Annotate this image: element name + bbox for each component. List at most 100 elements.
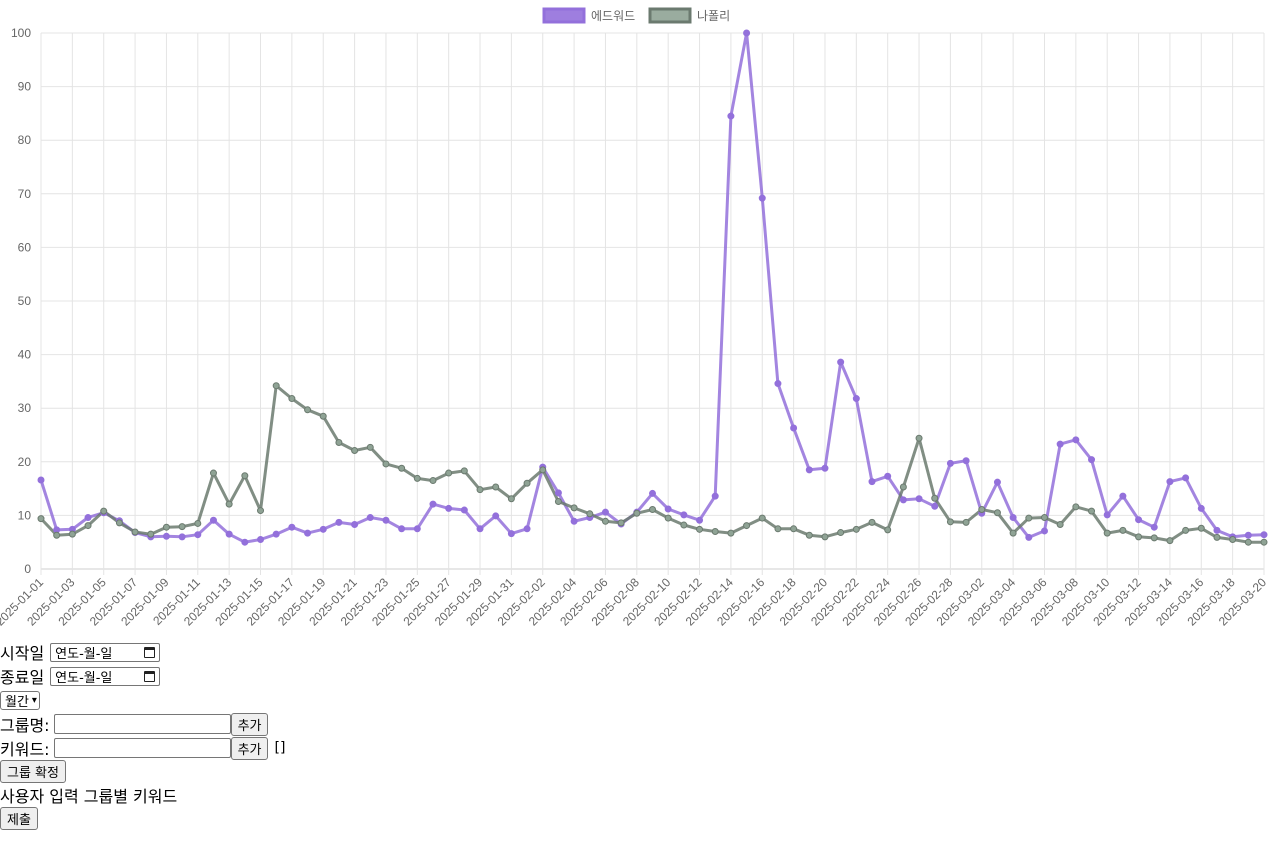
- data-point: [445, 504, 453, 512]
- keyword-label: 키워드:: [0, 740, 50, 759]
- data-point: [304, 406, 312, 414]
- data-point: [194, 519, 202, 527]
- data-point: [915, 495, 923, 503]
- data-point: [1260, 538, 1268, 546]
- data-point: [1025, 533, 1033, 541]
- data-point: [774, 380, 782, 388]
- data-point: [507, 495, 515, 503]
- data-point: [727, 529, 735, 537]
- data-point: [460, 506, 468, 514]
- series-line: [39, 384, 1264, 544]
- period-selected-value: 월간: [5, 694, 29, 710]
- end-date-label: 종료일: [0, 668, 45, 687]
- data-point: [1056, 440, 1064, 448]
- data-point: [1040, 514, 1048, 522]
- end-date-placeholder: 연도-월-일: [55, 670, 113, 686]
- data-point: [209, 469, 217, 477]
- data-point: [523, 479, 531, 487]
- data-point: [272, 530, 280, 538]
- keyword-add-button[interactable]: 추가: [230, 736, 269, 760]
- data-point: [1119, 492, 1127, 500]
- keyword-input[interactable]: [53, 738, 231, 758]
- data-point: [272, 382, 280, 390]
- data-point: [398, 464, 406, 472]
- data-point: [507, 530, 515, 538]
- data-point: [993, 509, 1001, 517]
- y-tick-label: 60: [18, 240, 32, 254]
- data-point: [884, 526, 892, 534]
- grid: [40, 32, 1265, 575]
- data-point: [257, 536, 265, 544]
- data-point: [743, 29, 751, 37]
- data-point: [162, 532, 170, 540]
- data-point: [1009, 529, 1017, 537]
- group-add-button[interactable]: 추가: [230, 712, 269, 736]
- start-date-placeholder: 연도-월-일: [55, 646, 113, 662]
- section-heading: 사용자 입력 그룹별 키워드: [0, 787, 178, 806]
- data-point: [1197, 504, 1205, 512]
- end-date-input[interactable]: 연도-월-일: [50, 666, 161, 686]
- data-point: [162, 523, 170, 531]
- group-name-input[interactable]: [53, 714, 231, 734]
- data-point: [1150, 534, 1158, 542]
- data-point: [351, 447, 359, 455]
- data-point: [84, 514, 92, 522]
- data-point: [680, 511, 688, 519]
- data-point: [1166, 478, 1174, 486]
- data-point: [837, 358, 845, 366]
- data-point: [946, 518, 954, 526]
- data-point: [257, 507, 265, 515]
- y-tick-label: 80: [18, 133, 32, 147]
- y-tick-label: 70: [18, 187, 32, 201]
- data-point: [429, 500, 437, 508]
- legend-label: 나폴리: [697, 9, 730, 23]
- keyword-row: 키워드: 추가 []: [0, 736, 1272, 760]
- data-point: [868, 478, 876, 486]
- data-point: [413, 474, 421, 482]
- data-point: [115, 519, 123, 527]
- start-date-input[interactable]: 연도-월-일: [50, 642, 161, 662]
- data-point: [946, 459, 954, 467]
- data-point: [539, 466, 547, 474]
- confirm-group-button[interactable]: 그룹 확정: [0, 760, 66, 783]
- data-point: [633, 509, 641, 517]
- line-chart: 0 10 20 30 40 50 60 70 80 90 100 2025-01-01 2025-01-…: [0, 7, 1269, 629]
- data-point: [445, 469, 453, 477]
- query-form: 시작일 연도-월-일 종료일 연도-월-일 월간 ▾ 그룹명: 추가 키워드: …: [0, 640, 1272, 830]
- data-point: [1244, 538, 1252, 546]
- data-point: [570, 517, 578, 525]
- data-point: [319, 412, 327, 420]
- period-select[interactable]: 월간 ▾: [0, 690, 40, 710]
- data-point: [100, 507, 108, 515]
- data-point: [53, 531, 61, 539]
- calendar-icon[interactable]: [144, 646, 156, 658]
- data-point: [931, 502, 939, 510]
- period-row: 월간 ▾: [0, 688, 1272, 712]
- submit-button[interactable]: 제출: [0, 807, 38, 830]
- data-point: [351, 521, 359, 529]
- keyword-list: []: [274, 740, 286, 756]
- group-name-label: 그룹명:: [0, 716, 50, 735]
- data-point: [680, 521, 688, 529]
- data-point: [1025, 514, 1033, 522]
- data-point: [241, 472, 249, 480]
- data-point: [460, 467, 468, 475]
- data-point: [1166, 537, 1174, 545]
- data-point: [1009, 514, 1017, 522]
- data-point: [884, 472, 892, 480]
- data-point: [37, 515, 45, 523]
- y-tick-label: 10: [18, 508, 32, 522]
- data-point: [805, 531, 813, 539]
- data-point: [492, 512, 500, 520]
- calendar-icon[interactable]: [144, 670, 156, 682]
- data-point: [68, 530, 76, 538]
- data-point: [1197, 524, 1205, 532]
- data-point: [758, 514, 766, 522]
- data-point: [1040, 527, 1048, 535]
- data-point: [1072, 503, 1080, 511]
- data-point: [931, 494, 939, 502]
- data-point: [241, 538, 249, 546]
- y-tick-label: 40: [18, 348, 32, 362]
- data-point: [304, 529, 312, 537]
- data-point: [178, 523, 186, 531]
